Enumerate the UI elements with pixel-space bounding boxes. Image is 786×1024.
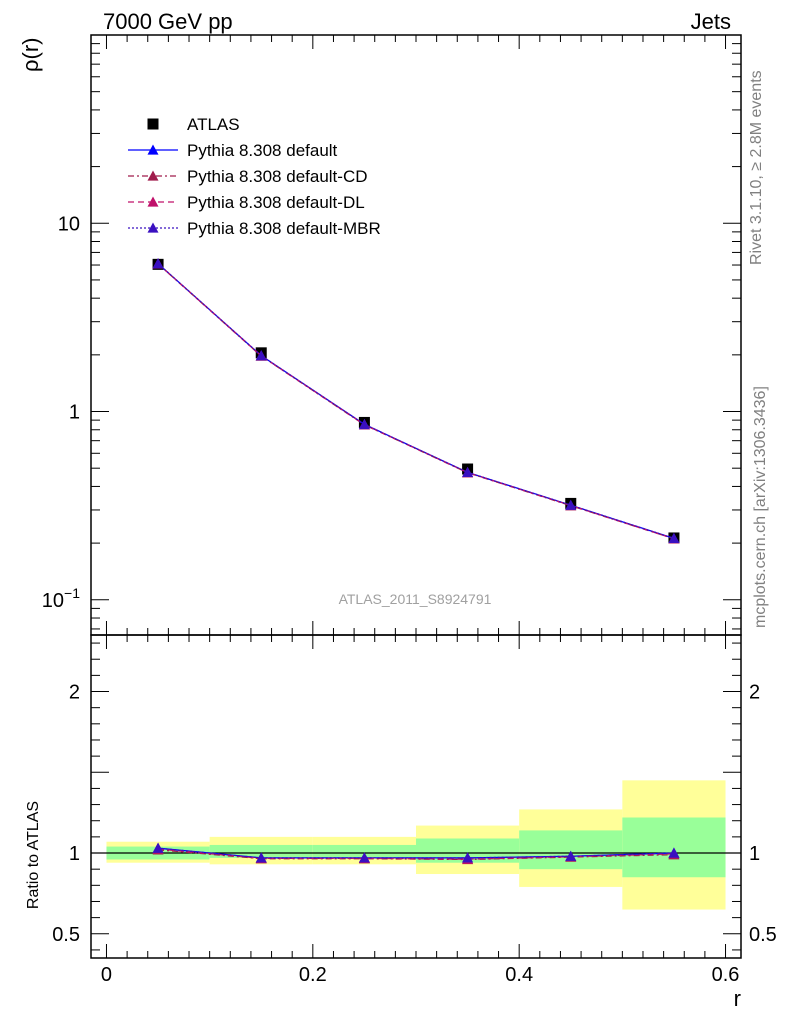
- legend-label: Pythia 8.308 default-MBR: [187, 219, 381, 238]
- analysis-watermark: ATLAS_2011_S8924791: [339, 591, 492, 607]
- main-series-marker: [565, 499, 577, 510]
- legend-marker: [147, 118, 159, 130]
- ratio-series-marker: [565, 850, 577, 861]
- ratio-series-line: [158, 848, 674, 860]
- ratio-y-tick-label-left: 1: [69, 843, 80, 865]
- x-tick-label: 0: [101, 964, 112, 986]
- ratio-band-green: [519, 830, 623, 870]
- main-series-marker: [255, 350, 267, 361]
- ratio-y-tick-label-right: 2: [749, 682, 760, 704]
- main-series-marker: [152, 258, 164, 269]
- ratio-y-tick-label-right: 0.5: [749, 924, 777, 946]
- header-left: 7000 GeV pp: [103, 9, 233, 34]
- main-ylabel: ρ(r): [18, 38, 43, 73]
- main-y-tick-label: 10−1: [42, 585, 80, 612]
- ratio-ylabel: Ratio to ATLAS: [25, 801, 42, 909]
- legend-marker: [147, 170, 159, 181]
- ratio-band-green: [209, 844, 313, 858]
- main-series-line: [157, 263, 675, 539]
- ratio-series-marker: [668, 847, 680, 858]
- main-series-marker: [462, 466, 474, 478]
- legend-marker: [147, 196, 159, 207]
- x-tick-label: 0.2: [299, 964, 327, 986]
- ratio-series-marker: [462, 852, 474, 863]
- ratio-y-tick-label-right: 1: [749, 843, 760, 865]
- main-y-tick-label: 10: [58, 213, 80, 235]
- x-tick-label: 0.4: [505, 964, 533, 986]
- legend-label: Pythia 8.308 default-DL: [187, 193, 365, 212]
- ratio-y-tick-label-left: 0.5: [52, 924, 80, 946]
- main-y-tick-label: 1: [69, 402, 80, 424]
- ratio-band-green: [312, 844, 416, 858]
- main-series-line: [157, 263, 675, 540]
- main-series-marker: [358, 418, 370, 430]
- rivet-label: Rivet 3.1.10, ≥ 2.8M events: [748, 70, 765, 265]
- main-series-line: [157, 263, 675, 540]
- header-right: Jets: [691, 9, 731, 34]
- ratio-series-marker: [358, 852, 370, 863]
- ratio-y-tick-label-left: 2: [69, 682, 80, 704]
- legend-marker: [147, 222, 159, 233]
- legend-marker: [147, 144, 159, 155]
- legend-label: Pythia 8.308 default: [187, 141, 338, 160]
- ratio-series-marker: [255, 852, 267, 863]
- x-tick-label: 0.6: [712, 964, 740, 986]
- ratio-band-green: [622, 817, 726, 878]
- legend-label: Pythia 8.308 default-CD: [187, 167, 368, 186]
- x-axis-label: r: [734, 986, 741, 1011]
- legend-label: ATLAS: [187, 115, 240, 134]
- ratio-series-marker: [152, 842, 164, 853]
- mcplots-label: mcplots.cern.ch [arXiv:1306.3436]: [752, 386, 769, 628]
- main-series-marker: [668, 532, 680, 544]
- main-series-line: [157, 263, 675, 539]
